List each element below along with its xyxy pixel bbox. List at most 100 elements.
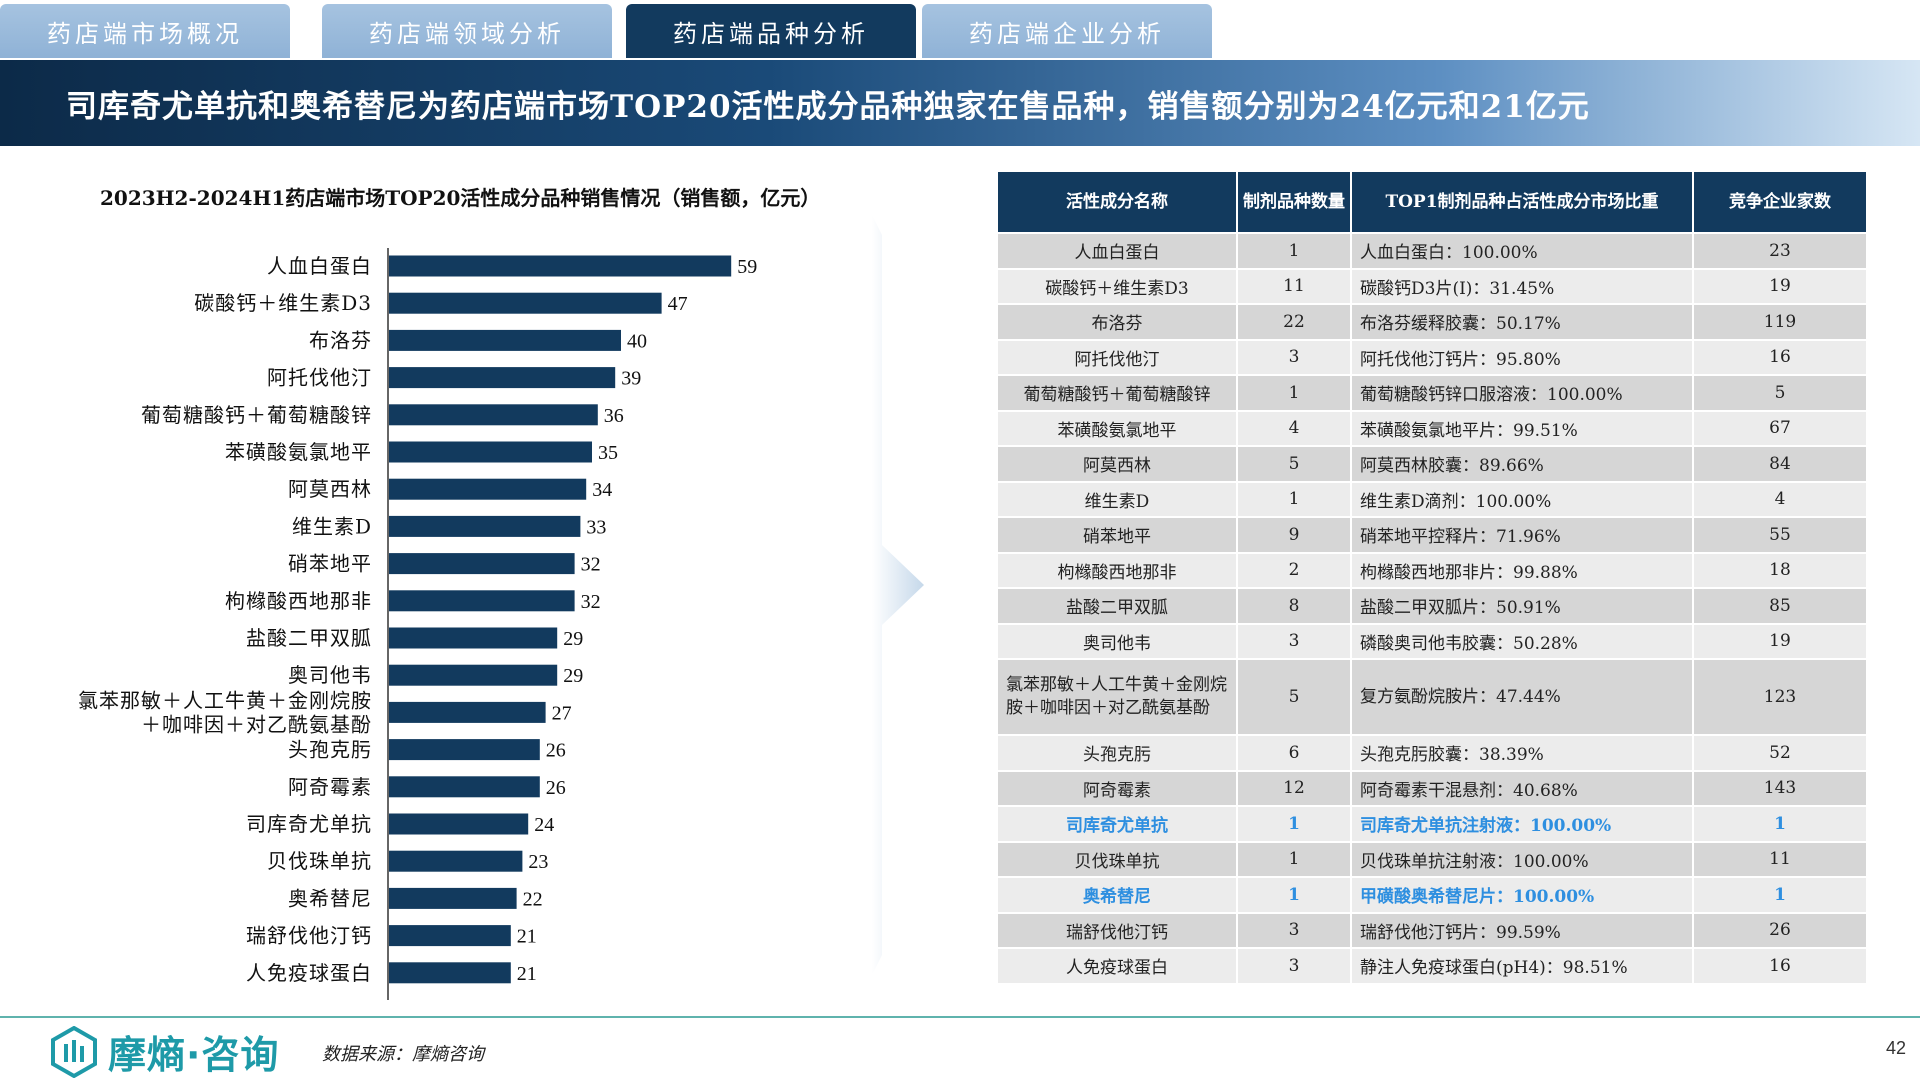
bar bbox=[389, 701, 546, 723]
data-label: 21 bbox=[517, 926, 537, 948]
cell-formulation-count: 1 bbox=[1236, 805, 1352, 843]
category-label: 维生素D bbox=[292, 514, 372, 538]
cell-top1-share: 苯磺酸氨氯地平片：99.51% bbox=[1350, 409, 1694, 447]
table-header-row: 活性成分名称 制剂品种数量 TOP1制剂品种占活性成分市场比重 竞争企业家数 bbox=[996, 170, 1868, 234]
table-row: 枸橼酸西地那非 2 枸橼酸西地那非片：99.88% 18 bbox=[996, 551, 1868, 589]
cell-ingredient-name: 瑞舒伐他汀钙 bbox=[996, 911, 1238, 949]
table-row: 布洛芬 22 布洛芬缓释胶囊：50.17% 119 bbox=[996, 303, 1868, 341]
header-ingredient-name: 活性成分名称 bbox=[996, 170, 1238, 234]
data-label: 26 bbox=[546, 777, 566, 799]
table-row: 阿莫西林 5 阿莫西林胶囊：89.66% 84 bbox=[996, 445, 1868, 483]
cell-top1-share: 碳酸钙D3片(I)：31.45% bbox=[1350, 267, 1694, 305]
category-label: 头孢克肟 bbox=[288, 738, 372, 762]
cell-competitor-count: 123 bbox=[1692, 658, 1868, 736]
cell-competitor-count: 1 bbox=[1692, 805, 1868, 843]
cell-competitor-count: 19 bbox=[1692, 267, 1868, 305]
bar bbox=[389, 627, 558, 649]
cell-top1-share: 人血白蛋白：100.00% bbox=[1350, 232, 1694, 270]
table-row: 人免疫球蛋白 3 静注人免疫球蛋白(pH4)：98.51% 16 bbox=[996, 947, 1868, 985]
cell-ingredient-name: 葡萄糖酸钙＋葡萄糖酸锌 bbox=[996, 374, 1238, 412]
cell-competitor-count: 67 bbox=[1692, 409, 1868, 447]
data-label: 27 bbox=[552, 702, 572, 724]
data-label: 29 bbox=[563, 665, 583, 687]
cell-competitor-count: 23 bbox=[1692, 232, 1868, 270]
cell-ingredient-name: 枸橼酸西地那非 bbox=[996, 551, 1238, 589]
bar bbox=[389, 776, 540, 798]
cell-top1-share: 甲磺酸奥希替尼片：100.00% bbox=[1350, 876, 1694, 914]
cell-top1-share: 布洛芬缓释胶囊：50.17% bbox=[1350, 303, 1694, 341]
data-label: 23 bbox=[528, 851, 548, 873]
bar bbox=[389, 478, 587, 500]
cell-top1-share: 盐酸二甲双胍片：50.91% bbox=[1350, 587, 1694, 625]
cell-ingredient-name: 司库奇尤单抗 bbox=[996, 805, 1238, 843]
cell-ingredient-name: 奥司他韦 bbox=[996, 622, 1238, 660]
table-row: 司库奇尤单抗 1 司库奇尤单抗注射液：100.00% 1 bbox=[996, 805, 1868, 843]
cell-formulation-count: 9 bbox=[1236, 516, 1352, 554]
page-number: 42 bbox=[1885, 1038, 1906, 1058]
category-label: 人免疫球蛋白 bbox=[246, 961, 372, 985]
data-label: 39 bbox=[621, 368, 641, 390]
cell-competitor-count: 16 bbox=[1692, 947, 1868, 985]
table-row: 头孢克肟 6 头孢克肟胶囊：38.39% 52 bbox=[996, 734, 1868, 772]
cell-competitor-count: 55 bbox=[1692, 516, 1868, 554]
tab-field-analysis[interactable]: 药店端领域分析 bbox=[322, 4, 612, 58]
cell-top1-share: 司库奇尤单抗注射液：100.00% bbox=[1350, 805, 1694, 843]
data-source: 数据来源：摩熵咨询 bbox=[322, 1044, 484, 1065]
table-row: 氯苯那敏＋人工牛黄＋金刚烷胺＋咖啡因＋对乙酰氨基酚 5 复方氨酚烷胺片：47.44%… bbox=[996, 658, 1868, 736]
cell-ingredient-name: 氯苯那敏＋人工牛黄＋金刚烷胺＋咖啡因＋对乙酰氨基酚 bbox=[996, 658, 1238, 736]
data-label: 36 bbox=[604, 405, 624, 427]
cell-formulation-count: 3 bbox=[1236, 338, 1352, 376]
cell-top1-share: 磷酸奥司他韦胶囊：50.28% bbox=[1350, 622, 1694, 660]
cell-formulation-count: 4 bbox=[1236, 409, 1352, 447]
category-label: 葡萄糖酸钙＋葡萄糖酸锌 bbox=[141, 403, 372, 427]
bar bbox=[389, 962, 511, 984]
page-title: 司库奇尤单抗和奥希替尼为药店端市场TOP20活性成分品种独家在售品种，销售额分别… bbox=[66, 88, 1590, 125]
chart-title: 2023H2-2024H1药店端市场TOP20活性成分品种销售情况（销售额，亿元… bbox=[100, 186, 821, 210]
tab-market-overview[interactable]: 药店端市场概况 bbox=[0, 4, 290, 58]
bar bbox=[389, 404, 598, 426]
cell-top1-share: 头孢克肟胶囊：38.39% bbox=[1350, 734, 1694, 772]
cell-ingredient-name: 贝伐珠单抗 bbox=[996, 840, 1238, 878]
category-label: 碳酸钙＋维生素D3 bbox=[194, 291, 372, 315]
category-label: 布洛芬 bbox=[309, 328, 372, 352]
cell-formulation-count: 6 bbox=[1236, 734, 1352, 772]
cell-competitor-count: 5 bbox=[1692, 374, 1868, 412]
cell-competitor-count: 16 bbox=[1692, 338, 1868, 376]
tab-bar: 药店端市场概况 药店端领域分析 药店端品种分析 药店端企业分析 bbox=[0, 0, 1920, 60]
category-label: 司库奇尤单抗 bbox=[246, 812, 372, 836]
tab-enterprise-analysis[interactable]: 药店端企业分析 bbox=[922, 4, 1212, 58]
table-row: 瑞舒伐他汀钙 3 瑞舒伐他汀钙片：99.59% 26 bbox=[996, 911, 1868, 949]
category-label: 阿奇霉素 bbox=[288, 775, 372, 799]
data-label: 21 bbox=[517, 963, 537, 985]
table-row: 奥司他韦 3 磷酸奥司他韦胶囊：50.28% 19 bbox=[996, 622, 1868, 660]
data-label: 22 bbox=[523, 888, 543, 910]
table-row: 维生素D 1 维生素D滴剂：100.00% 4 bbox=[996, 480, 1868, 518]
cell-ingredient-name: 人免疫球蛋白 bbox=[996, 947, 1238, 985]
cell-formulation-count: 1 bbox=[1236, 232, 1352, 270]
bar bbox=[389, 255, 732, 277]
cell-ingredient-name: 维生素D bbox=[996, 480, 1238, 518]
cell-top1-share: 葡萄糖酸钙锌口服溶液：100.00% bbox=[1350, 374, 1694, 412]
brand-logo: 摩熵·咨询 bbox=[50, 1024, 279, 1079]
bar bbox=[389, 515, 581, 537]
data-label: 47 bbox=[668, 293, 688, 315]
variety-table: 活性成分名称 制剂品种数量 TOP1制剂品种占活性成分市场比重 竞争企业家数 人… bbox=[996, 170, 1868, 985]
cell-competitor-count: 26 bbox=[1692, 911, 1868, 949]
cell-competitor-count: 1 bbox=[1692, 876, 1868, 914]
bar bbox=[389, 590, 575, 612]
header-formulation-count: 制剂品种数量 bbox=[1236, 170, 1352, 234]
cell-formulation-count: 12 bbox=[1236, 769, 1352, 807]
cell-top1-share: 阿托伐他汀钙片：95.80% bbox=[1350, 338, 1694, 376]
cell-ingredient-name: 阿莫西林 bbox=[996, 445, 1238, 483]
table-row: 阿奇霉素 12 阿奇霉素干混悬剂：40.68% 143 bbox=[996, 769, 1868, 807]
table-row: 苯磺酸氨氯地平 4 苯磺酸氨氯地平片：99.51% 67 bbox=[996, 409, 1868, 447]
bar bbox=[389, 887, 517, 909]
cell-formulation-count: 1 bbox=[1236, 374, 1352, 412]
table-row: 葡萄糖酸钙＋葡萄糖酸锌 1 葡萄糖酸钙锌口服溶液：100.00% 5 bbox=[996, 374, 1868, 412]
cell-formulation-count: 5 bbox=[1236, 445, 1352, 483]
cell-competitor-count: 85 bbox=[1692, 587, 1868, 625]
bar bbox=[389, 664, 558, 686]
brand-logo-icon bbox=[51, 1025, 97, 1078]
tab-variety-analysis[interactable]: 药店端品种分析 bbox=[626, 4, 916, 58]
header-top1-share: TOP1制剂品种占活性成分市场比重 bbox=[1350, 170, 1694, 234]
